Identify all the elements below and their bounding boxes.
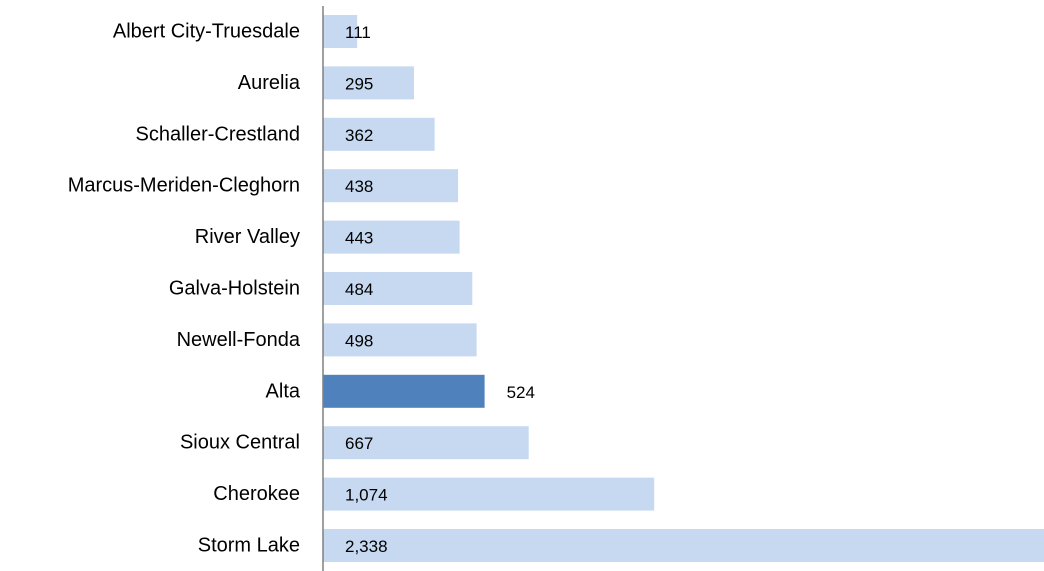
bar-schaller-crestland (323, 117, 435, 151)
bar-newell-fonda (323, 323, 477, 357)
category-label-schaller-crestland: Schaller-Crestland (135, 123, 300, 145)
value-label-albert-city-truesdale: 111 (345, 23, 371, 42)
value-label-marcus-meriden-cleghorn: 438 (345, 177, 373, 196)
bar-alta (323, 374, 485, 408)
value-label-galva-holstein: 484 (345, 280, 373, 299)
bar-aurelia (323, 66, 414, 100)
category-label-alta: Alta (266, 380, 301, 402)
category-label-cherokee: Cherokee (213, 483, 300, 505)
category-label-albert-city-truesdale: Albert City-Truesdale (113, 21, 300, 43)
value-label-storm-lake: 2,338 (345, 537, 388, 556)
bar-storm-lake (323, 529, 1044, 562)
value-label-schaller-crestland: 362 (345, 126, 373, 145)
value-label-sioux-central: 667 (345, 434, 373, 453)
bar-sioux-central (323, 426, 529, 460)
value-labels-group: 111 295 362 438 443 484 498 524 667 1,074 2,338 (345, 23, 535, 556)
bar-albert-city-truesdale (323, 15, 358, 48)
bar-marcus-meriden-cleghorn (323, 169, 459, 203)
value-label-newell-fonda: 498 (345, 331, 373, 350)
category-label-marcus-meriden-cleghorn: Marcus-Meriden-Cleghorn (68, 175, 300, 197)
category-labels-group: Albert City-Truesdale Aurelia Schaller-Cre… (68, 21, 301, 557)
value-label-river-valley: 443 (345, 229, 373, 248)
category-label-sioux-central: Sioux Central (180, 432, 300, 454)
category-label-newell-fonda: Newell-Fonda (177, 329, 301, 351)
bar-galva-holstein (323, 272, 473, 305)
category-label-aurelia: Aurelia (238, 72, 301, 94)
category-label-river-valley: River Valley (195, 226, 300, 248)
value-label-alta: 524 (507, 383, 535, 402)
value-label-cherokee: 1,074 (345, 486, 388, 505)
bar-cherokee (323, 477, 655, 511)
bars-group (323, 15, 1044, 562)
category-label-storm-lake: Storm Lake (198, 535, 300, 557)
bar-river-valley (323, 220, 460, 254)
category-label-galva-holstein: Galva-Holstein (169, 278, 300, 300)
value-label-aurelia: 295 (345, 74, 373, 93)
